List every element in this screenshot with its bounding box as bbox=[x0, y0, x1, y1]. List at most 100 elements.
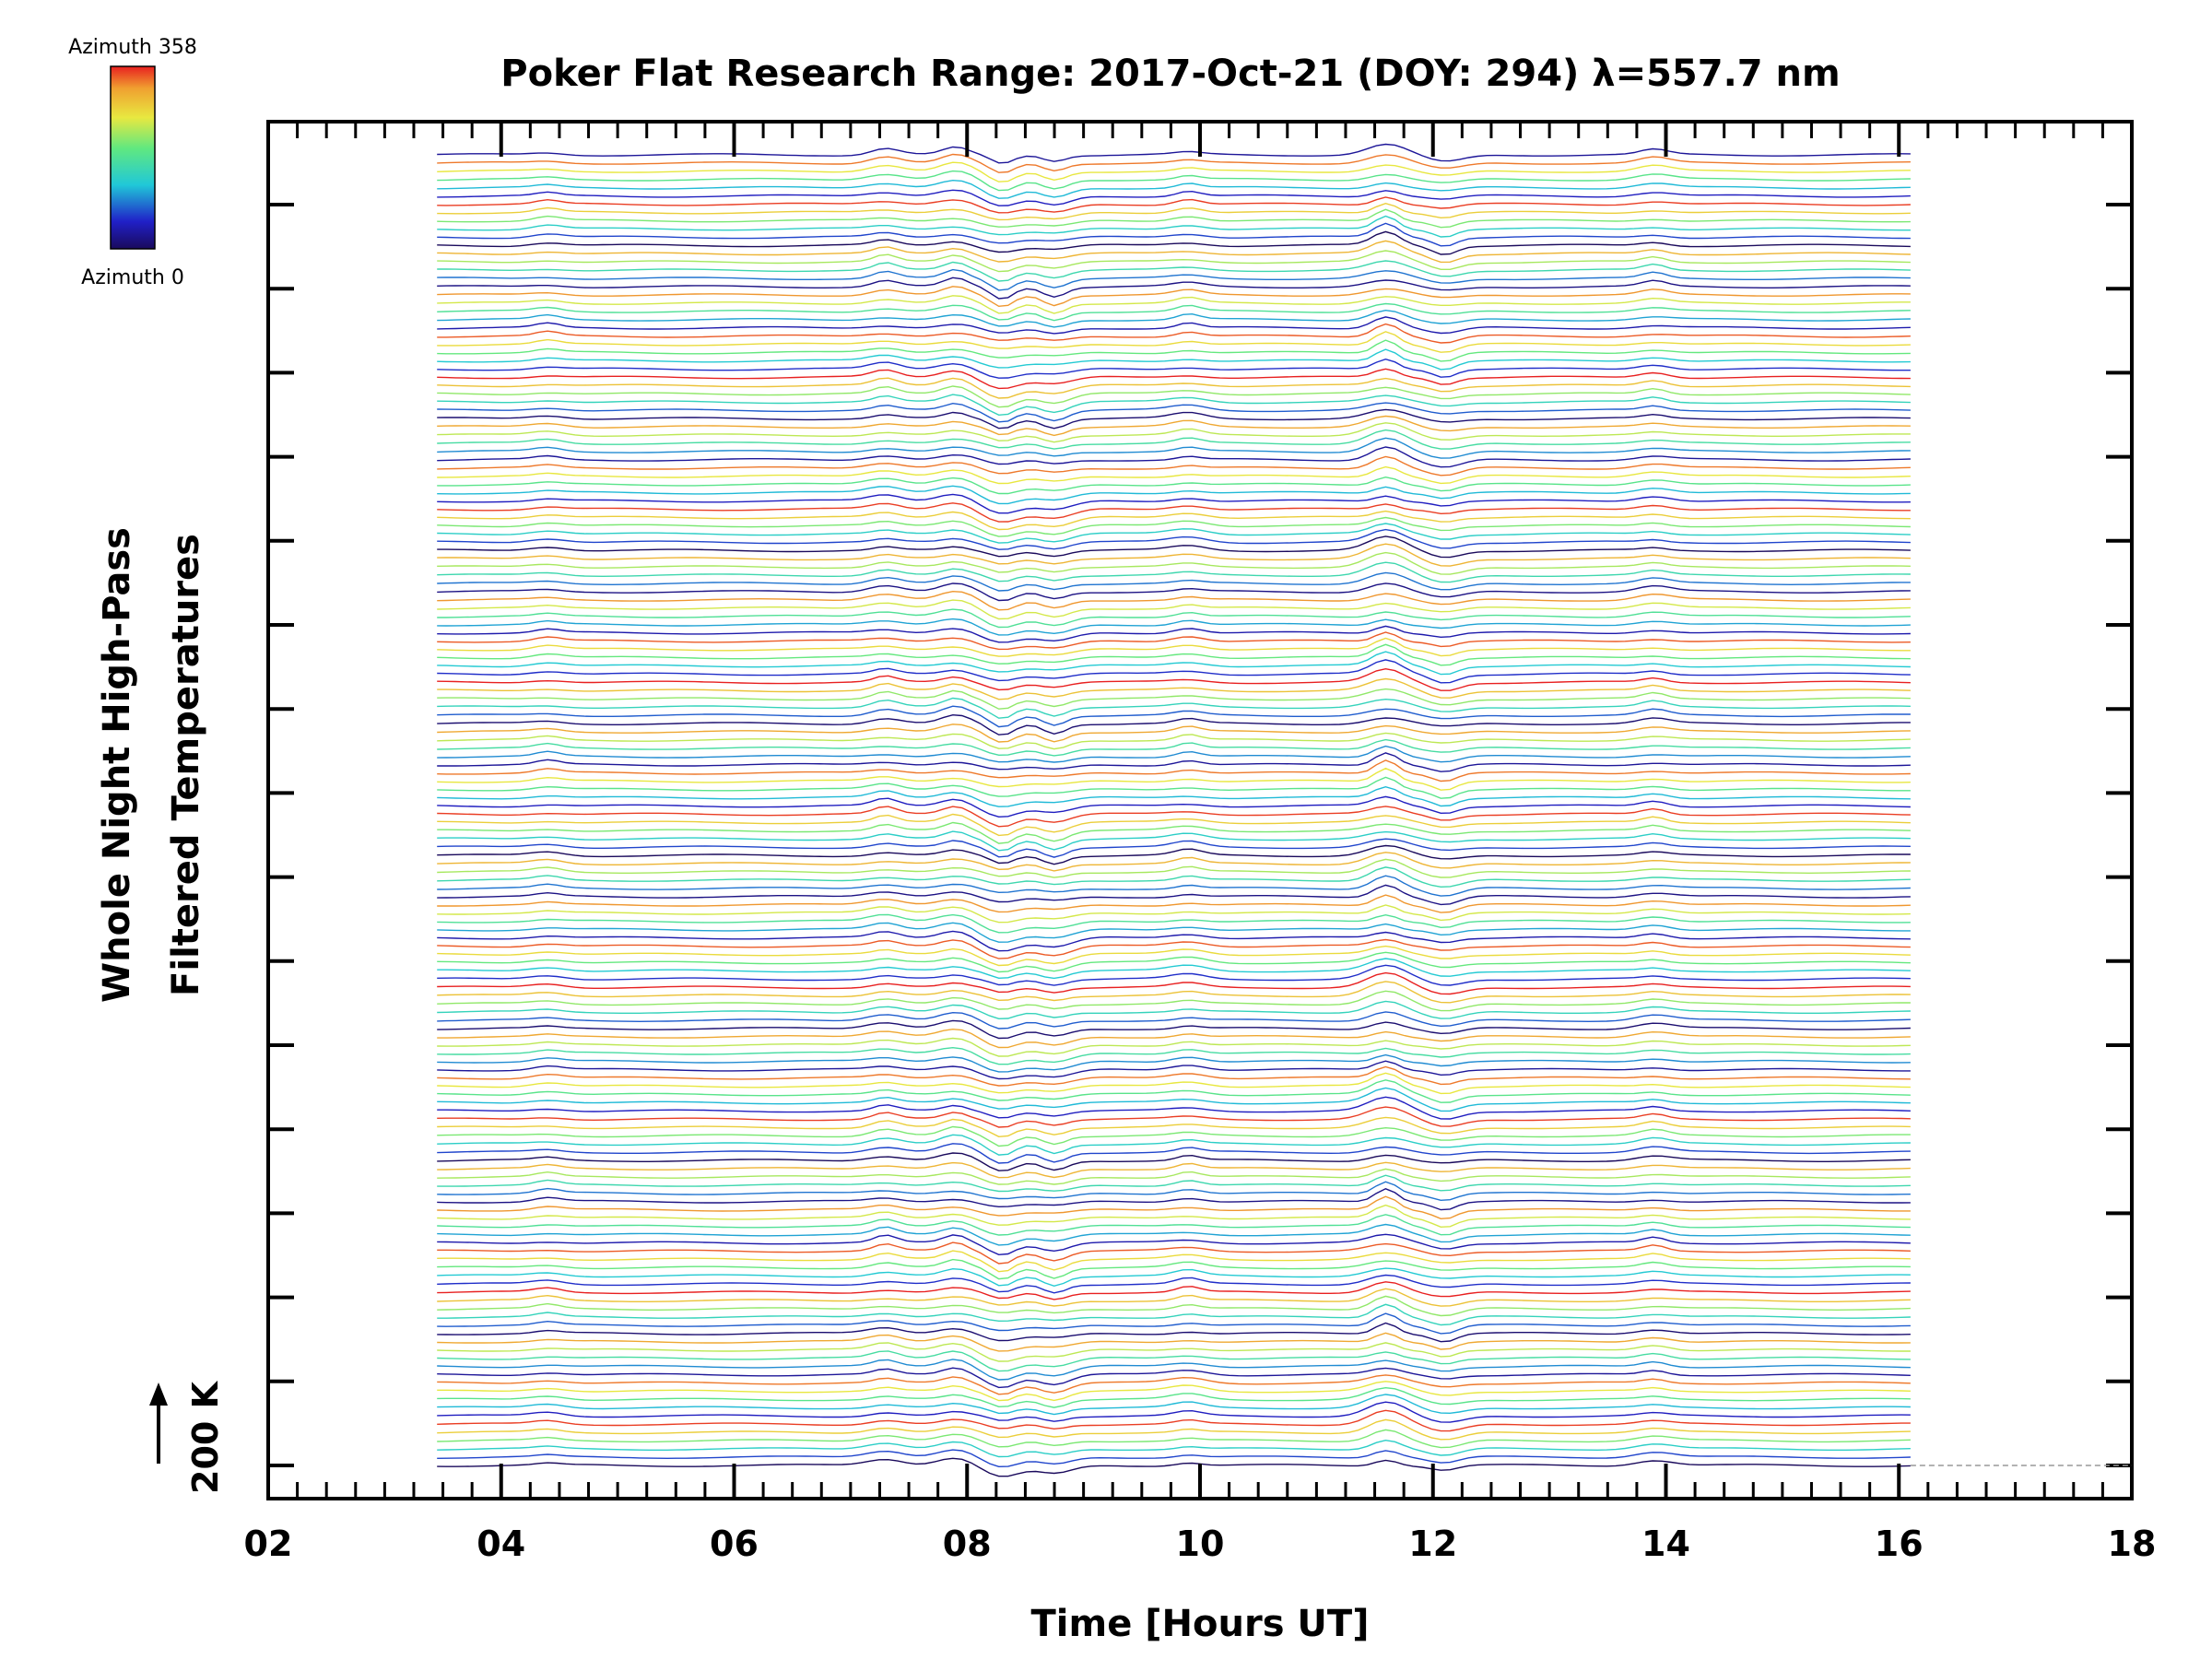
x-axis-tick-labels: 02 04 06 08 10 12 14 16 18 bbox=[244, 1524, 2157, 1564]
temperature-trace bbox=[437, 1401, 1911, 1423]
temperature-trace bbox=[437, 971, 1911, 995]
temperature-trace bbox=[437, 1143, 1911, 1164]
temperature-trace bbox=[437, 732, 1911, 750]
temperature-trace bbox=[437, 1174, 1911, 1193]
temperature-trace bbox=[437, 1342, 1911, 1362]
temperature-trace bbox=[437, 385, 1911, 408]
temperature-trace bbox=[437, 1181, 1911, 1202]
temperature-trace bbox=[437, 1046, 1911, 1065]
temperature-trace bbox=[437, 250, 1911, 273]
temperature-trace bbox=[437, 913, 1911, 934]
colorbar: Azimuth 358 Azimuth 0 bbox=[68, 36, 197, 289]
temperature-trace bbox=[437, 590, 1911, 611]
temperature-trace bbox=[437, 904, 1911, 924]
temperature-trace bbox=[437, 608, 1911, 629]
temperature-trace bbox=[437, 1011, 1911, 1030]
temperature-trace bbox=[437, 286, 1911, 308]
temperature-trace bbox=[437, 697, 1911, 719]
temperature-trace bbox=[437, 1152, 1911, 1171]
temperature-trace bbox=[437, 838, 1911, 858]
temperature-trace bbox=[437, 667, 1911, 691]
temperature-trace bbox=[437, 1000, 1911, 1020]
temperature-trace bbox=[437, 1241, 1911, 1265]
temperature-trace bbox=[437, 189, 1911, 206]
temperature-trace bbox=[437, 348, 1911, 371]
temperature-trace bbox=[437, 1204, 1911, 1229]
colorbar-bottom-label: Azimuth 0 bbox=[81, 266, 184, 289]
x-tick-label: 10 bbox=[1176, 1524, 1225, 1564]
temperature-trace bbox=[437, 323, 1911, 344]
temperature-trace bbox=[437, 938, 1911, 959]
temperature-trace bbox=[437, 1381, 1911, 1402]
temperature-trace bbox=[437, 1367, 1911, 1389]
temperature-trace bbox=[437, 1072, 1911, 1095]
temperature-trace bbox=[437, 202, 1911, 221]
temperature-trace bbox=[437, 806, 1911, 828]
temperature-trace bbox=[437, 1322, 1911, 1343]
temperature-trace bbox=[437, 875, 1911, 897]
temperature-trace bbox=[437, 759, 1911, 782]
plot-frame bbox=[266, 120, 2134, 1500]
temperature-trace bbox=[437, 455, 1911, 477]
x-tick-label: 16 bbox=[1875, 1524, 1924, 1564]
temperature-trace bbox=[437, 688, 1911, 710]
temperature-trace bbox=[437, 951, 1911, 973]
temperature-trace bbox=[437, 1449, 1911, 1468]
temperature-trace bbox=[437, 767, 1911, 791]
temperature-trace bbox=[437, 1116, 1911, 1138]
temperature-trace bbox=[437, 302, 1911, 322]
temperature-trace bbox=[437, 437, 1911, 459]
temperature-trace bbox=[437, 1312, 1911, 1335]
scale-bar-label: 200 K bbox=[185, 1380, 226, 1494]
temperature-trace bbox=[437, 446, 1911, 468]
scale-bar-arrowhead bbox=[149, 1382, 168, 1406]
temperature-trace bbox=[437, 1250, 1911, 1273]
temperature-trace bbox=[437, 415, 1911, 437]
temperature-trace bbox=[437, 990, 1911, 1012]
temperature-trace bbox=[437, 745, 1911, 763]
temperature-trace bbox=[437, 1394, 1911, 1416]
temperature-trace bbox=[437, 752, 1911, 772]
temperature-trace bbox=[437, 1288, 1911, 1307]
temperature-trace bbox=[437, 922, 1911, 943]
temperature-trace bbox=[437, 523, 1911, 544]
temperature-trace bbox=[437, 143, 1911, 164]
temperature-trace bbox=[437, 502, 1911, 523]
temperature-trace bbox=[437, 402, 1911, 423]
temperature-trace bbox=[437, 1274, 1911, 1294]
temperature-trace bbox=[437, 599, 1911, 620]
temperature-trace bbox=[437, 958, 1911, 980]
temperature-trace bbox=[437, 1258, 1911, 1280]
temperature-trace bbox=[437, 316, 1911, 335]
temperature-trace bbox=[437, 625, 1911, 643]
temperature-trace bbox=[437, 561, 1911, 583]
temperature-trace bbox=[437, 1134, 1911, 1156]
x-tick-label: 04 bbox=[477, 1524, 525, 1564]
temperature-trace bbox=[437, 1267, 1911, 1288]
temperature-trace bbox=[437, 1195, 1911, 1220]
temperature-trace bbox=[437, 465, 1911, 485]
colorbar-top-label: Azimuth 358 bbox=[68, 36, 197, 59]
temperature-trace bbox=[437, 637, 1911, 657]
temperature-trace bbox=[437, 1281, 1911, 1300]
temperature-trace bbox=[437, 1060, 1911, 1080]
temperature-trace bbox=[437, 1332, 1911, 1352]
temperature-trace bbox=[437, 476, 1911, 495]
temperature-trace bbox=[437, 215, 1911, 238]
temperature-trace bbox=[437, 571, 1911, 592]
temperature-trace bbox=[437, 830, 1911, 852]
temperature-trace bbox=[437, 339, 1911, 362]
temperature-trace bbox=[437, 260, 1911, 282]
temperature-trace bbox=[437, 713, 1911, 735]
temperature-trace bbox=[437, 813, 1911, 837]
temperature-trace bbox=[437, 528, 1911, 550]
y-axis-ticks bbox=[268, 203, 2132, 1467]
temperature-trace bbox=[437, 394, 1911, 417]
temperature-trace bbox=[437, 1065, 1911, 1087]
colorbar-gradient bbox=[110, 65, 156, 250]
temperature-trace bbox=[437, 170, 1911, 192]
y-axis-label-line2: Filtered Temperatures bbox=[165, 534, 207, 996]
temperature-trace bbox=[437, 785, 1911, 807]
temperature-trace bbox=[437, 1233, 1911, 1256]
temperature-trace bbox=[437, 795, 1911, 818]
